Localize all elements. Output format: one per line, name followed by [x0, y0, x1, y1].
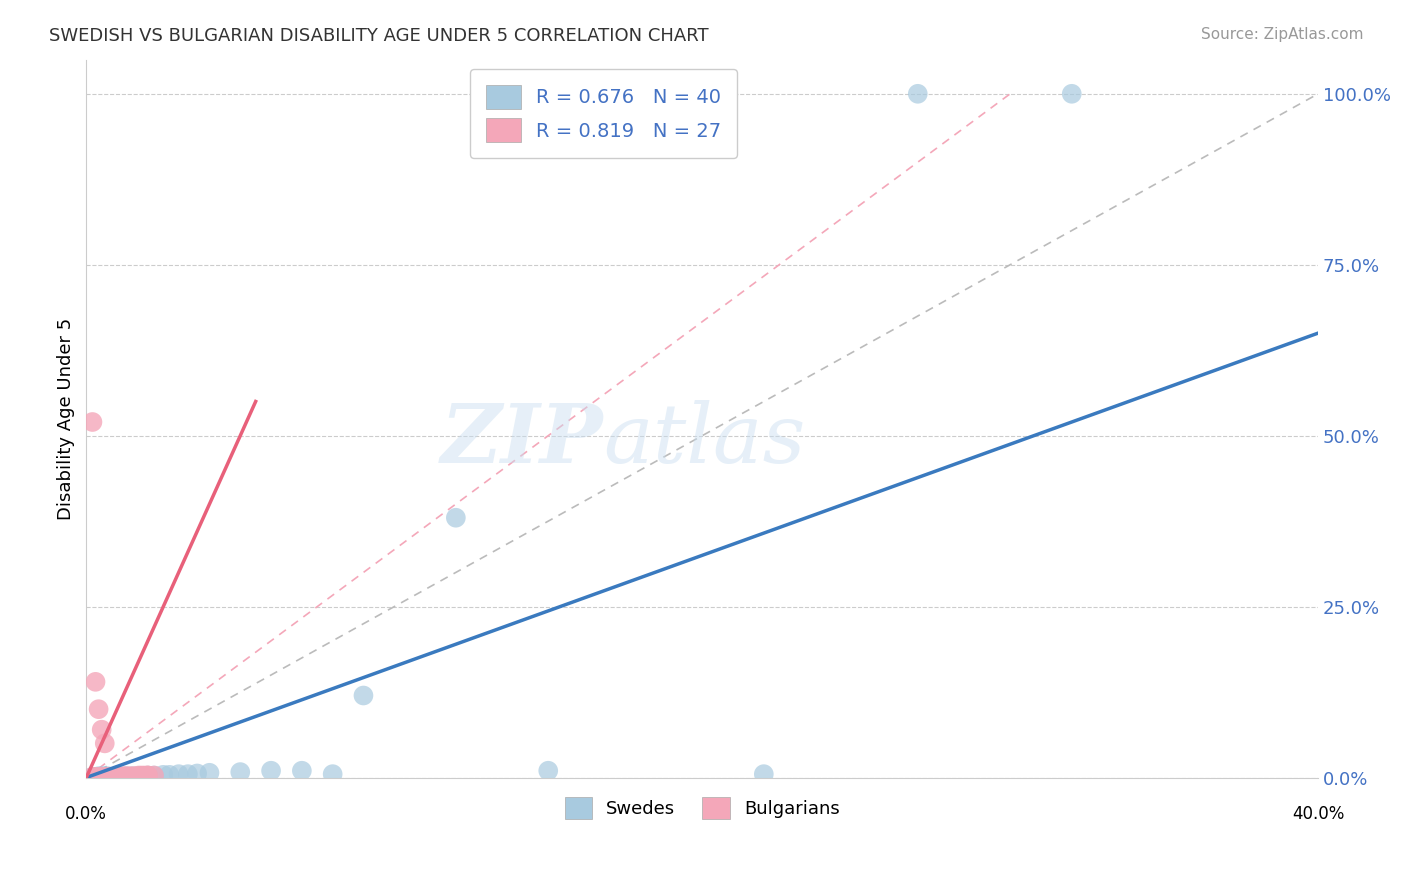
Point: [108, 769, 131, 783]
Point: [167, 767, 190, 781]
Point: [136, 768, 159, 782]
Text: SWEDISH VS BULGARIAN DISABILITY AGE UNDER 5 CORRELATION CHART: SWEDISH VS BULGARIAN DISABILITY AGE UNDE…: [49, 27, 709, 45]
Point: [131, 769, 153, 783]
Point: [94, 770, 117, 784]
Legend: Swedes, Bulgarians: Swedes, Bulgarians: [558, 789, 846, 826]
Point: [90, 769, 112, 783]
Point: [90, 770, 112, 784]
Text: ZIP: ZIP: [441, 401, 603, 480]
Point: [128, 768, 150, 782]
Point: [87, 770, 110, 784]
Point: [90, 723, 112, 737]
Point: [291, 764, 314, 778]
Point: [124, 770, 146, 784]
Point: [159, 768, 181, 782]
Point: [84, 770, 107, 784]
Y-axis label: Disability Age Under 5: Disability Age Under 5: [58, 318, 75, 520]
Point: [537, 764, 560, 778]
Point: [136, 768, 159, 782]
Point: [87, 769, 110, 783]
Point: [136, 768, 159, 782]
Point: [907, 87, 929, 101]
Point: [121, 769, 143, 783]
Point: [115, 769, 138, 783]
Point: [82, 770, 104, 784]
Point: [118, 770, 141, 784]
Point: [260, 764, 283, 778]
Point: [131, 768, 153, 782]
Point: [103, 770, 125, 784]
Point: [90, 770, 112, 784]
Point: [128, 769, 150, 783]
Point: [152, 768, 174, 782]
Point: [94, 769, 117, 783]
Point: [444, 510, 467, 524]
Text: Source: ZipAtlas.com: Source: ZipAtlas.com: [1201, 27, 1364, 42]
Point: [134, 768, 156, 782]
Point: [177, 767, 200, 781]
Point: [84, 770, 107, 784]
Point: [84, 674, 107, 689]
Point: [353, 689, 375, 703]
Point: [752, 767, 775, 781]
Point: [143, 768, 166, 782]
Point: [97, 770, 120, 784]
Point: [198, 765, 221, 780]
Point: [82, 415, 104, 429]
Text: 40.0%: 40.0%: [1292, 805, 1344, 823]
Point: [82, 770, 104, 784]
Point: [97, 769, 120, 783]
Text: atlas: atlas: [603, 401, 806, 480]
Point: [103, 770, 125, 784]
Point: [105, 770, 128, 784]
Point: [97, 770, 120, 784]
Point: [94, 736, 117, 750]
Point: [186, 766, 208, 780]
Point: [118, 769, 141, 783]
Point: [105, 769, 128, 783]
Point: [124, 769, 146, 783]
Point: [322, 767, 344, 781]
Point: [143, 768, 166, 782]
Point: [94, 770, 117, 784]
Point: [100, 770, 122, 784]
Point: [105, 770, 128, 784]
Point: [108, 770, 131, 784]
Point: [1060, 87, 1083, 101]
Point: [100, 770, 122, 784]
Point: [87, 770, 110, 784]
Point: [115, 769, 138, 783]
Point: [121, 769, 143, 783]
Point: [229, 765, 252, 780]
Point: [87, 702, 110, 716]
Point: [112, 769, 135, 783]
Point: [105, 769, 128, 783]
Text: 0.0%: 0.0%: [65, 805, 107, 823]
Point: [112, 770, 135, 784]
